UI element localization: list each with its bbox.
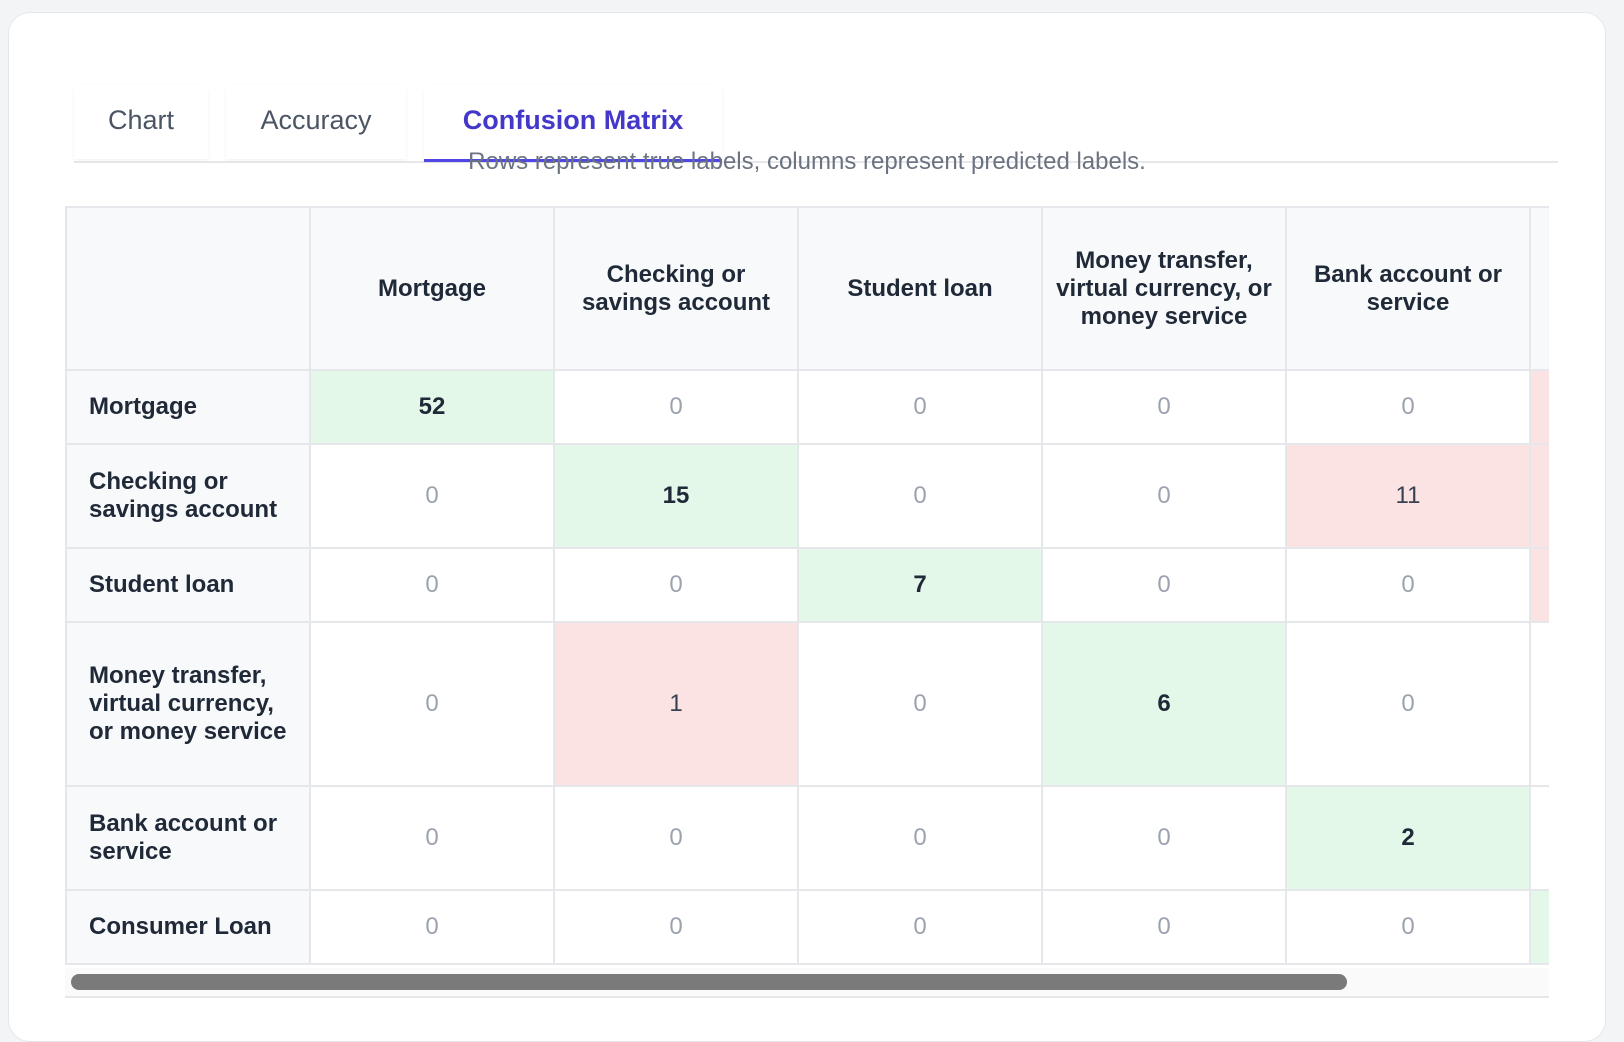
- matrix-cell: 0: [797, 443, 1043, 549]
- tab-active[interactable]: Confusion Matrix: [424, 85, 722, 162]
- row-label: Money transfer, virtual currency, or mon…: [65, 621, 311, 787]
- matrix-row: Consumer Loan 0 0 0 0 0: [65, 889, 1549, 965]
- matrix-cell: 6: [1041, 621, 1287, 787]
- matrix-cell: 1: [553, 621, 799, 787]
- matrix-row: Student loan 0 0 7 0 0: [65, 547, 1549, 623]
- table-scroll[interactable]: Mortgage Checking or savings account Stude…: [65, 206, 1549, 968]
- corner-cell: [65, 206, 311, 371]
- matrix-cell: 0: [1041, 889, 1287, 965]
- matrix-cell-clipped: [1529, 547, 1549, 623]
- row-label: Checking or savings account: [65, 443, 311, 549]
- tab[interactable]: Chart: [74, 85, 208, 159]
- matrix-cell: 0: [1285, 621, 1531, 787]
- caption: Rows represent true labels, columns repr…: [468, 148, 1146, 175]
- matrix-cell-clipped: [1529, 369, 1549, 445]
- row-label: Student loan: [65, 547, 311, 623]
- matrix-cell: 0: [1041, 785, 1287, 891]
- matrix-cell: 0: [309, 547, 555, 623]
- matrix-cell: 15: [553, 443, 799, 549]
- matrix-cell: 0: [797, 369, 1043, 445]
- column-header: Student loan: [797, 206, 1043, 371]
- matrix-cell: 0: [1285, 889, 1531, 965]
- matrix-cell: 0: [553, 547, 799, 623]
- matrix-cell: 0: [797, 785, 1043, 891]
- matrix-cell-clipped: [1529, 785, 1549, 891]
- column-header: Mortgage: [309, 206, 555, 371]
- matrix-cell: 7: [797, 547, 1043, 623]
- matrix-row: Mortgage 52 0 0 0 0: [65, 369, 1549, 445]
- matrix-cell: 0: [1041, 369, 1287, 445]
- confusion-matrix: Mortgage Checking or savings account Stude…: [65, 206, 1549, 965]
- matrix-cell: 0: [1285, 547, 1531, 623]
- tab[interactable]: Accuracy: [226, 85, 406, 159]
- matrix-row: Money transfer, virtual currency, or mon…: [65, 621, 1549, 787]
- matrix-cell: 0: [797, 889, 1043, 965]
- matrix-cell-clipped: [1529, 889, 1549, 965]
- matrix-cell-clipped: [1529, 443, 1549, 549]
- scrollbar[interactable]: [65, 968, 1549, 998]
- column-header-clipped: [1529, 206, 1549, 371]
- row-label: Bank account or service: [65, 785, 311, 891]
- matrix-cell: 0: [553, 889, 799, 965]
- matrix-cell: 0: [309, 443, 555, 549]
- column-header: Checking or savings account: [553, 206, 799, 371]
- matrix-row: Checking or savings account 0 15 0 0 11: [65, 443, 1549, 549]
- row-label: Consumer Loan: [65, 889, 311, 965]
- matrix-cell-clipped: [1529, 621, 1549, 787]
- matrix-cell: 52: [309, 369, 555, 445]
- matrix-cell: 0: [1285, 369, 1531, 445]
- matrix-cell: 0: [309, 785, 555, 891]
- matrix-cell: 0: [553, 785, 799, 891]
- matrix-cell: 0: [797, 621, 1043, 787]
- matrix-cell: 0: [309, 889, 555, 965]
- column-header: Bank account or service: [1285, 206, 1531, 371]
- matrix-cell: 11: [1285, 443, 1531, 549]
- matrix-cell: 2: [1285, 785, 1531, 891]
- matrix-cell: 0: [1041, 547, 1287, 623]
- column-header: Money transfer, virtual currency, or mon…: [1041, 206, 1287, 371]
- matrix-cell: 0: [1041, 443, 1287, 549]
- matrix-row: Bank account or service 0 0 0 0 2: [65, 785, 1549, 891]
- row-label: Mortgage: [65, 369, 311, 445]
- tab-bar: Chart Accuracy Confusion Matrix: [74, 85, 1558, 163]
- matrix-cell: 0: [553, 369, 799, 445]
- matrix-cell: 0: [309, 621, 555, 787]
- scrollbar-thumb[interactable]: [71, 974, 1347, 990]
